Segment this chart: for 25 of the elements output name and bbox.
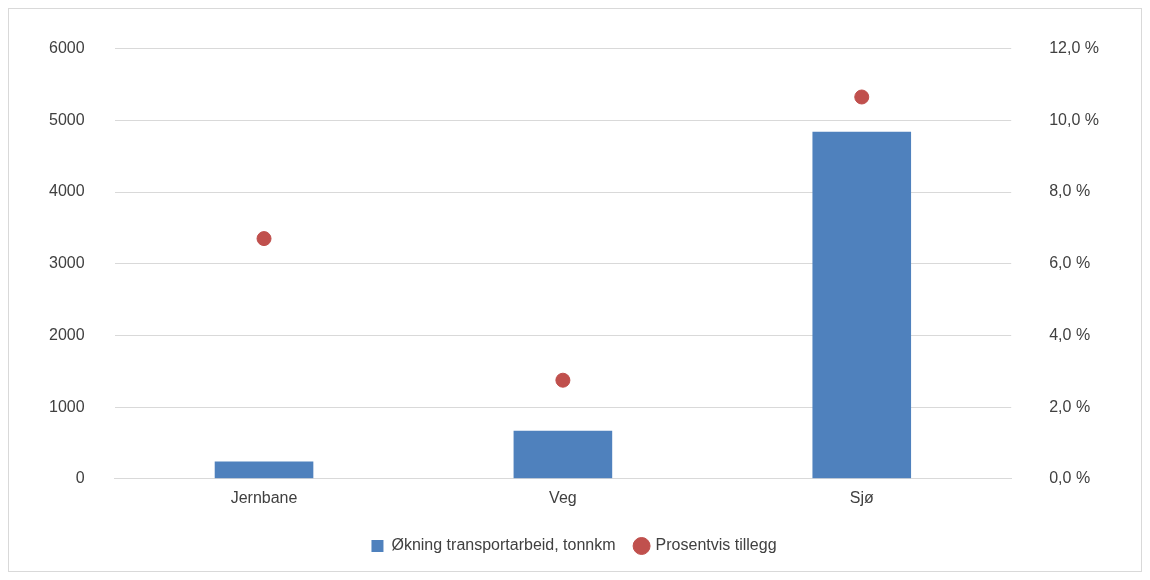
point (854, 89, 870, 105)
x-tick-label: Sjø (849, 488, 874, 506)
point (256, 231, 272, 247)
point (555, 372, 571, 388)
y-tick-label: 0 (75, 469, 85, 487)
y2-tick-label: 6,0 % (1049, 254, 1091, 272)
bar (214, 461, 314, 479)
y2-tick-label: 10,0 % (1049, 110, 1099, 128)
y-tick-label: 3000 (49, 254, 85, 272)
y2-tick-label: 2,0 % (1049, 397, 1091, 415)
y-tick-label: 4000 (49, 182, 85, 200)
legend-label: Prosentvis tillegg (655, 536, 777, 554)
y-tick-label: 1000 (49, 397, 85, 415)
bar (513, 430, 613, 479)
bar (812, 131, 912, 479)
y2-tick-label: 4,0 % (1049, 325, 1091, 343)
x-tick-label: Veg (549, 488, 577, 506)
y2-tick-label: 0,0 % (1049, 469, 1091, 487)
y2-tick-label: 8,0 % (1049, 182, 1091, 200)
x-tick-label: Jernbane (230, 488, 298, 506)
y-tick-label: 5000 (49, 110, 85, 128)
y-tick-label: 6000 (49, 39, 85, 57)
y-tick-label: 2000 (49, 325, 85, 343)
legend-label: Økning transportarbeid, tonnkm (391, 536, 616, 554)
y2-tick-label: 12,0 % (1049, 39, 1099, 57)
